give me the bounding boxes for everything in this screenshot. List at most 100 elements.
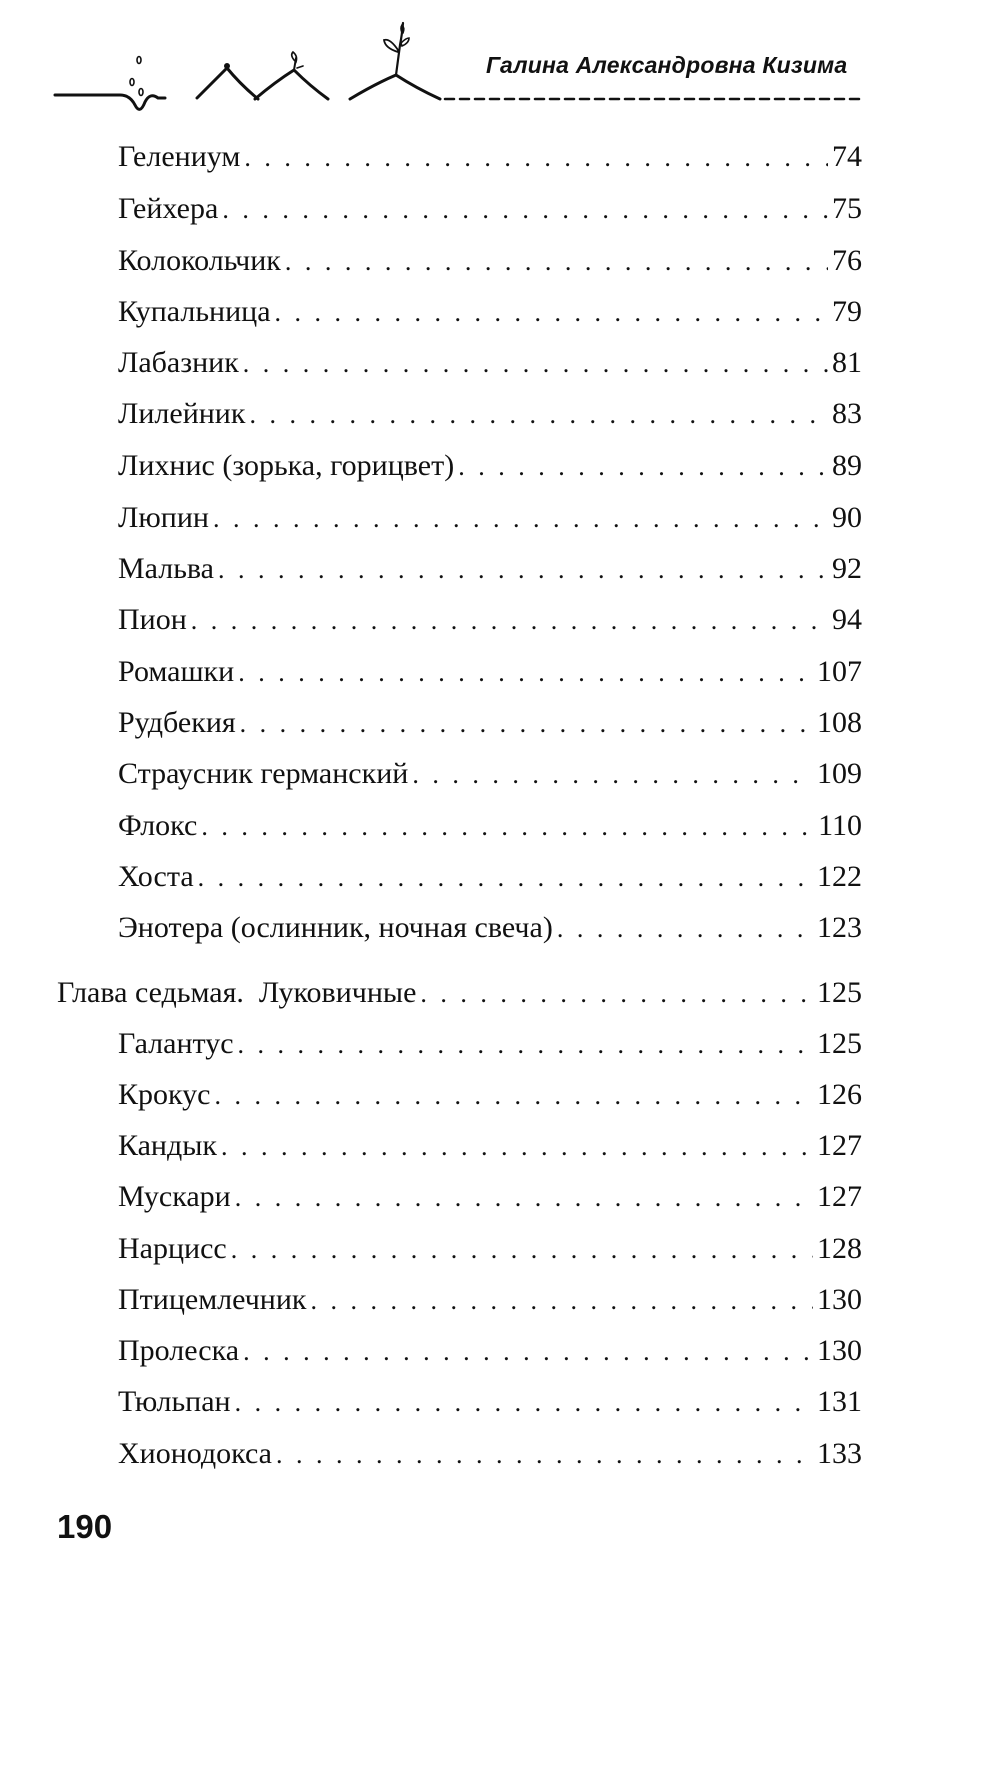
toc-entry-title: Флокс bbox=[118, 809, 198, 842]
dot-leader bbox=[238, 1030, 813, 1060]
toc-entry: Крокус 126 bbox=[118, 1078, 862, 1118]
toc-entry-title: Мальва bbox=[118, 552, 214, 585]
dot-leader bbox=[191, 606, 828, 636]
toc-entry-page: 133 bbox=[817, 1437, 862, 1470]
toc-entry-page: 83 bbox=[832, 397, 862, 430]
toc-entry-title: Колокольчик bbox=[118, 244, 281, 277]
dot-leader bbox=[249, 400, 828, 430]
toc-entry-page: 109 bbox=[817, 757, 862, 790]
toc-entry: Страусник германский 109 bbox=[118, 757, 862, 797]
toc-entry-page: 123 bbox=[817, 911, 862, 944]
toc-entry-title: Лилейник bbox=[118, 397, 246, 430]
toc-entry-page: 92 bbox=[832, 552, 862, 585]
toc-entry-page: 130 bbox=[817, 1334, 862, 1367]
toc-entry: Мускари 127 bbox=[118, 1180, 862, 1220]
toc-entry-page: 90 bbox=[832, 501, 862, 534]
toc-entry: Нарцисс 128 bbox=[118, 1232, 862, 1272]
toc-entry: Лабазник 81 bbox=[118, 346, 862, 386]
toc-entry-title: Энотера (ослинник, ночная свеча) bbox=[118, 911, 553, 944]
toc-entry-title: Страусник германский bbox=[118, 757, 409, 790]
toc-entry-title: Пролеска bbox=[118, 1334, 240, 1367]
toc-entry-title: Мускари bbox=[118, 1180, 231, 1213]
toc-entry-title: Лихнис (зорька, горицвет) bbox=[118, 449, 455, 482]
toc-entry-page: 131 bbox=[817, 1385, 862, 1418]
toc-chapter: Глава седьмая. Луковичные 125 bbox=[57, 976, 862, 1016]
dot-leader bbox=[275, 298, 828, 328]
toc-chapter-title: Глава седьмая. Луковичные bbox=[57, 976, 417, 1009]
dot-leader bbox=[458, 452, 828, 482]
toc-entry-page: 81 bbox=[832, 346, 862, 379]
seed-sprouting-icon bbox=[53, 21, 867, 111]
dot-leader bbox=[198, 863, 813, 893]
running-header: Галина Александровна Кизима bbox=[0, 0, 1000, 120]
toc-entry: Гелениум 74 bbox=[118, 140, 862, 180]
toc-entry-page: 126 bbox=[817, 1078, 862, 1111]
dot-leader bbox=[420, 979, 813, 1009]
toc-entry: Ромашки 107 bbox=[118, 655, 862, 695]
toc-entry-title: Ромашки bbox=[118, 655, 235, 688]
dot-leader bbox=[222, 195, 828, 225]
toc-entry-title: Лабазник bbox=[118, 346, 239, 379]
toc-entry-title: Гейхера bbox=[118, 192, 219, 225]
dot-leader bbox=[412, 760, 813, 790]
toc-entry: Мальва 92 bbox=[118, 552, 862, 592]
toc-entry-page: 130 bbox=[817, 1283, 862, 1316]
toc-entry-page: 125 bbox=[817, 1027, 862, 1060]
dot-leader bbox=[276, 1440, 813, 1470]
toc-entry: Тюльпан 131 bbox=[118, 1385, 862, 1425]
toc-entry-page: 110 bbox=[818, 809, 862, 842]
dot-leader bbox=[235, 1388, 813, 1418]
toc-entry-title: Хионодокса bbox=[118, 1437, 272, 1470]
toc-entry: Гейхера 75 bbox=[118, 192, 862, 232]
dot-leader bbox=[243, 1337, 813, 1367]
toc-entry: Флокс 110 bbox=[118, 809, 862, 849]
dot-leader bbox=[244, 143, 828, 173]
toc-entry: Купальница 79 bbox=[118, 295, 862, 335]
toc-chapter-page: 125 bbox=[817, 976, 862, 1009]
toc-entry-page: 79 bbox=[832, 295, 862, 328]
toc-entry-title: Гелениум bbox=[118, 140, 241, 173]
toc-entry-title: Птицемлечник bbox=[118, 1283, 307, 1316]
dot-leader bbox=[285, 247, 828, 277]
toc-entry: Рудбекия 108 bbox=[118, 706, 862, 746]
toc-entry: Пион 94 bbox=[118, 603, 862, 643]
toc-entry-page: 107 bbox=[817, 655, 862, 688]
dot-leader bbox=[214, 1081, 813, 1111]
toc-entry: Пролеска 130 bbox=[118, 1334, 862, 1374]
toc-entry-title: Галантус bbox=[118, 1027, 234, 1060]
dot-leader bbox=[235, 1183, 813, 1213]
toc-entry-title: Пион bbox=[118, 603, 187, 636]
dot-leader bbox=[218, 555, 828, 585]
toc-entry-title: Купальница bbox=[118, 295, 271, 328]
toc-entry-page: 76 bbox=[832, 244, 862, 277]
toc-entry: Хионодокса 133 bbox=[118, 1437, 862, 1477]
toc-entry-page: 94 bbox=[832, 603, 862, 636]
dot-leader bbox=[243, 349, 828, 379]
toc-entry: Хоста 122 bbox=[118, 860, 862, 900]
dot-leader bbox=[557, 914, 813, 944]
toc-entry-page: 75 bbox=[832, 192, 862, 225]
toc-entry: Кандык 127 bbox=[118, 1129, 862, 1169]
page-number: 190 bbox=[57, 1508, 113, 1545]
toc-entry-title: Тюльпан bbox=[118, 1385, 231, 1418]
toc-entry-title: Люпин bbox=[118, 501, 209, 534]
toc-entry-title: Хоста bbox=[118, 860, 194, 893]
toc-entry-page: 127 bbox=[817, 1180, 862, 1213]
toc-entry-page: 128 bbox=[817, 1232, 862, 1265]
toc-entry: Колокольчик 76 bbox=[118, 244, 862, 284]
toc-entry-title: Нарцисс bbox=[118, 1232, 227, 1265]
toc-entry-title: Кандык bbox=[118, 1129, 217, 1162]
toc-entry: Лилейник 83 bbox=[118, 397, 862, 437]
toc-entry: Энотера (ослинник, ночная свеча) 123 bbox=[118, 911, 862, 951]
toc-entry: Галантус 125 bbox=[118, 1027, 862, 1067]
toc-entry: Птицемлечник 130 bbox=[118, 1283, 862, 1323]
toc-entry-page: 108 bbox=[817, 706, 862, 739]
dot-leader bbox=[231, 1235, 813, 1265]
toc-entry-page: 127 bbox=[817, 1129, 862, 1162]
toc-entry-page: 89 bbox=[832, 449, 862, 482]
dot-leader bbox=[311, 1286, 814, 1316]
dot-leader bbox=[221, 1132, 813, 1162]
running-header-author: Галина Александровна Кизима bbox=[486, 52, 848, 78]
toc-entry-title: Крокус bbox=[118, 1078, 211, 1111]
toc-entry: Лихнис (зорька, горицвет) 89 bbox=[118, 449, 862, 489]
